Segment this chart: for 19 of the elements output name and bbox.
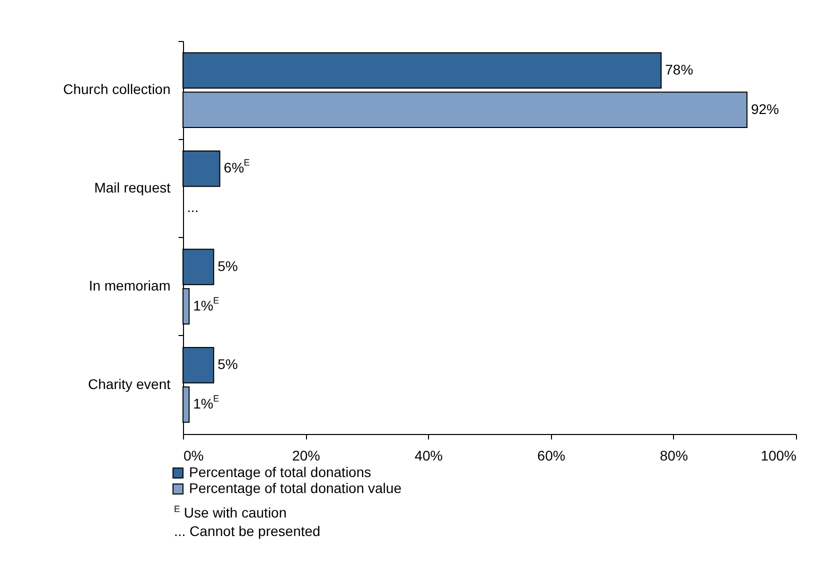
x-tick-label: 40% — [414, 448, 443, 464]
y-tick-label: Mail request — [94, 179, 171, 196]
data-label: 78% — [665, 61, 694, 78]
data-label: 5% — [218, 258, 238, 274]
x-tick-label: 100% — [760, 448, 796, 464]
legend-label: Percentage of total donation value — [189, 480, 402, 496]
text: ... — [187, 199, 199, 216]
text: ... Cannot be presented — [174, 522, 320, 540]
data-label: 92% — [750, 100, 779, 117]
y-tick-label: Charity event — [88, 376, 171, 392]
data-label: 5% — [218, 356, 238, 372]
x-tick-label: 80% — [660, 448, 688, 464]
y-tick-label: In memoriam — [88, 278, 170, 294]
x-tick-label: 20% — [292, 448, 320, 464]
legend-label: Percentage of total donations — [189, 464, 372, 480]
y-tick-label: Church collection — [63, 81, 170, 98]
x-tick-label: 60% — [537, 448, 566, 464]
text: $^{E}$ Use with caution — [174, 503, 288, 522]
x-tick-label: 0% — [184, 448, 204, 464]
